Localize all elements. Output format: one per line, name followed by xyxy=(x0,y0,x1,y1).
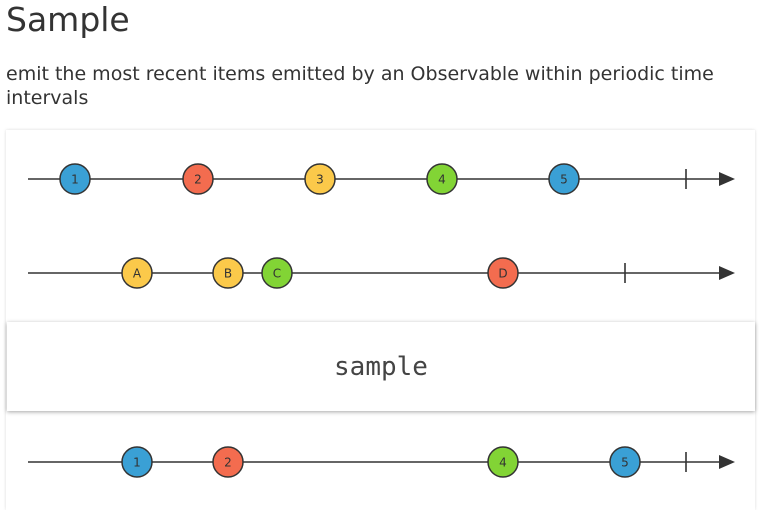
marble-label: 2 xyxy=(224,456,232,470)
marble: 4 xyxy=(487,446,519,478)
marble-label: 5 xyxy=(621,456,629,470)
marble-circle xyxy=(121,446,153,478)
timeline-arrowhead xyxy=(719,172,735,186)
marble-label: D xyxy=(498,267,507,281)
marble-diagram-card xyxy=(6,130,755,510)
marble-label: 1 xyxy=(133,456,141,470)
marble-label: 4 xyxy=(438,173,446,187)
marble: A xyxy=(121,257,153,289)
marble-label: 5 xyxy=(560,173,568,187)
marble: 3 xyxy=(304,163,336,195)
marble-label: C xyxy=(273,267,281,281)
marble: 2 xyxy=(212,446,244,478)
timeline-arrowhead xyxy=(719,455,735,469)
marble-circle xyxy=(121,257,153,289)
marble: 5 xyxy=(548,163,580,195)
marble-circle xyxy=(212,446,244,478)
operator-label: sample xyxy=(334,351,428,382)
marble-label: 1 xyxy=(71,173,79,187)
marble-label: A xyxy=(133,267,142,281)
marble-circle xyxy=(182,163,214,195)
marble: 1 xyxy=(121,446,153,478)
operator-box: sample xyxy=(7,322,755,411)
marble-circle xyxy=(261,257,293,289)
marble: C xyxy=(261,257,293,289)
marble-circle xyxy=(487,446,519,478)
marble: B xyxy=(212,257,244,289)
marble: 4 xyxy=(426,163,458,195)
timeline-source: 1 2 3 4 5 xyxy=(28,163,735,195)
marble-label: 3 xyxy=(316,173,324,187)
marble-circle xyxy=(426,163,458,195)
marble-label: 4 xyxy=(499,456,507,470)
marble: D xyxy=(487,257,519,289)
marble: 5 xyxy=(609,446,641,478)
marble-circle xyxy=(59,163,91,195)
page-title: Sample xyxy=(6,0,130,39)
timeline-result: 1 2 4 5 xyxy=(28,446,735,478)
page-description: emit the most recent items emitted by an… xyxy=(6,63,714,109)
marble-label: 2 xyxy=(194,173,202,187)
marble-label: B xyxy=(224,267,232,281)
marble: 2 xyxy=(182,163,214,195)
timeline-arrowhead xyxy=(719,266,735,280)
marble-circle xyxy=(304,163,336,195)
marble-circle xyxy=(487,257,519,289)
marble-circle xyxy=(212,257,244,289)
marble-circle xyxy=(609,446,641,478)
marble-circle xyxy=(548,163,580,195)
timeline-sampler: A B C D xyxy=(28,257,735,289)
marble: 1 xyxy=(59,163,91,195)
